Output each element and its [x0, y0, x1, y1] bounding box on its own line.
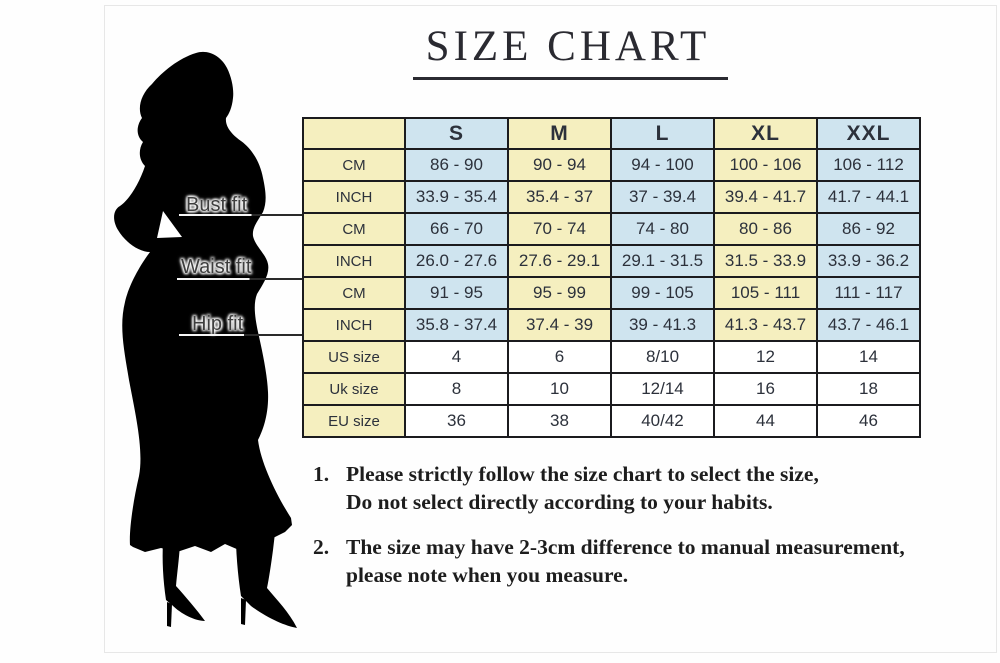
- header-size-xl: XL: [713, 117, 818, 150]
- table-cell: 36: [404, 404, 509, 438]
- table-cell: 99 - 105: [610, 276, 715, 310]
- note-2-line-1: The size may have 2-3cm difference to ma…: [346, 535, 905, 559]
- table-cell: 74 - 80: [610, 212, 715, 246]
- table-row-hip-cm: CM 91 - 95 95 - 99 99 - 105 105 - 111 11…: [302, 276, 921, 310]
- hip-fit-label: Hip fit: [192, 313, 244, 335]
- table-cell: 86 - 90: [404, 148, 509, 182]
- size-table-header-row: S M L XL XXL: [302, 117, 921, 150]
- table-cell: 37.4 - 39: [507, 308, 612, 342]
- table-cell: 35.8 - 37.4: [404, 308, 509, 342]
- woman-silhouette: [114, 51, 297, 628]
- table-cell: 66 - 70: [404, 212, 509, 246]
- table-cell: 8: [404, 372, 509, 406]
- waist-fit-label: Waist fit: [181, 256, 252, 278]
- note-2-number: 2.: [313, 535, 330, 559]
- note-2: 2. The size may have 2-3cm difference to…: [313, 533, 905, 589]
- header-size-m: M: [507, 117, 612, 150]
- table-cell: 16: [713, 372, 818, 406]
- table-cell: 38: [507, 404, 612, 438]
- note-1-line-2: Do not select directly according to your…: [346, 490, 773, 514]
- note-1: 1. Please strictly follow the size chart…: [313, 460, 819, 516]
- table-cell: 4: [404, 340, 509, 374]
- bust-pointer-line: [179, 214, 302, 216]
- title-underline: [413, 77, 728, 80]
- table-row-bust-cm: CM 86 - 90 90 - 94 94 - 100 100 - 106 10…: [302, 148, 921, 182]
- table-cell: 27.6 - 29.1: [507, 244, 612, 278]
- table-cell: 31.5 - 33.9: [713, 244, 818, 278]
- note-2-text: The size may have 2-3cm difference to ma…: [346, 533, 905, 589]
- table-row-waist-cm: CM 66 - 70 70 - 74 74 - 80 80 - 86 86 - …: [302, 212, 921, 246]
- table-cell: 26.0 - 27.6: [404, 244, 509, 278]
- table-cell: 12/14: [610, 372, 715, 406]
- table-cell: 14: [816, 340, 921, 374]
- table-cell: 70 - 74: [507, 212, 612, 246]
- table-cell: 41.7 - 44.1: [816, 180, 921, 214]
- table-cell: 100 - 106: [713, 148, 818, 182]
- table-cell: 8/10: [610, 340, 715, 374]
- header-size-xxl: XXL: [816, 117, 921, 150]
- note-1-line-1: Please strictly follow the size chart to…: [346, 462, 819, 486]
- row-label: US size: [302, 340, 406, 374]
- table-cell: 46: [816, 404, 921, 438]
- size-table: S M L XL XXL CM 86 - 90 90 - 94 94 - 100…: [302, 117, 921, 438]
- table-row-hip-inch: INCH 35.8 - 37.4 37.4 - 39 39 - 41.3 41.…: [302, 308, 921, 342]
- table-cell: 35.4 - 37: [507, 180, 612, 214]
- table-cell: 94 - 100: [610, 148, 715, 182]
- table-row-us-size: US size 4 6 8/10 12 14: [302, 340, 921, 374]
- table-cell: 111 - 117: [816, 276, 921, 310]
- table-cell: 86 - 92: [816, 212, 921, 246]
- row-label: INCH: [302, 180, 406, 214]
- table-cell: 44: [713, 404, 818, 438]
- header-size-s: S: [404, 117, 509, 150]
- table-cell: 41.3 - 43.7: [713, 308, 818, 342]
- table-cell: 6: [507, 340, 612, 374]
- table-cell: 29.1 - 31.5: [610, 244, 715, 278]
- header-size-l: L: [610, 117, 715, 150]
- note-1-text: Please strictly follow the size chart to…: [346, 460, 819, 516]
- table-cell: 33.9 - 35.4: [404, 180, 509, 214]
- table-row-uk-size: Uk size 8 10 12/14 16 18: [302, 372, 921, 406]
- table-cell: 39.4 - 41.7: [713, 180, 818, 214]
- table-row-waist-inch: INCH 26.0 - 27.6 27.6 - 29.1 29.1 - 31.5…: [302, 244, 921, 278]
- row-label: CM: [302, 212, 406, 246]
- table-cell: 40/42: [610, 404, 715, 438]
- table-cell: 43.7 - 46.1: [816, 308, 921, 342]
- row-label: CM: [302, 148, 406, 182]
- table-cell: 105 - 111: [713, 276, 818, 310]
- row-label: INCH: [302, 244, 406, 278]
- note-2-line-2: please note when you measure.: [346, 563, 629, 587]
- bust-fit-label: Bust fit: [186, 194, 248, 216]
- table-cell: 10: [507, 372, 612, 406]
- waist-pointer-line: [177, 278, 302, 280]
- row-label: INCH: [302, 308, 406, 342]
- hip-pointer-line: [179, 334, 302, 336]
- note-1-number: 1.: [313, 462, 330, 486]
- table-row-bust-inch: INCH 33.9 - 35.4 35.4 - 37 37 - 39.4 39.…: [302, 180, 921, 214]
- table-cell: 90 - 94: [507, 148, 612, 182]
- table-cell: 33.9 - 36.2: [816, 244, 921, 278]
- row-label: Uk size: [302, 372, 406, 406]
- row-label: CM: [302, 276, 406, 310]
- table-row-eu-size: EU size 36 38 40/42 44 46: [302, 404, 921, 438]
- table-cell: 80 - 86: [713, 212, 818, 246]
- table-cell: 18: [816, 372, 921, 406]
- table-cell: 37 - 39.4: [610, 180, 715, 214]
- page-title: SIZE CHART: [425, 23, 711, 70]
- table-cell: 91 - 95: [404, 276, 509, 310]
- row-label: EU size: [302, 404, 406, 438]
- header-corner-cell: [302, 117, 406, 150]
- table-cell: 95 - 99: [507, 276, 612, 310]
- table-cell: 39 - 41.3: [610, 308, 715, 342]
- table-cell: 106 - 112: [816, 148, 921, 182]
- table-cell: 12: [713, 340, 818, 374]
